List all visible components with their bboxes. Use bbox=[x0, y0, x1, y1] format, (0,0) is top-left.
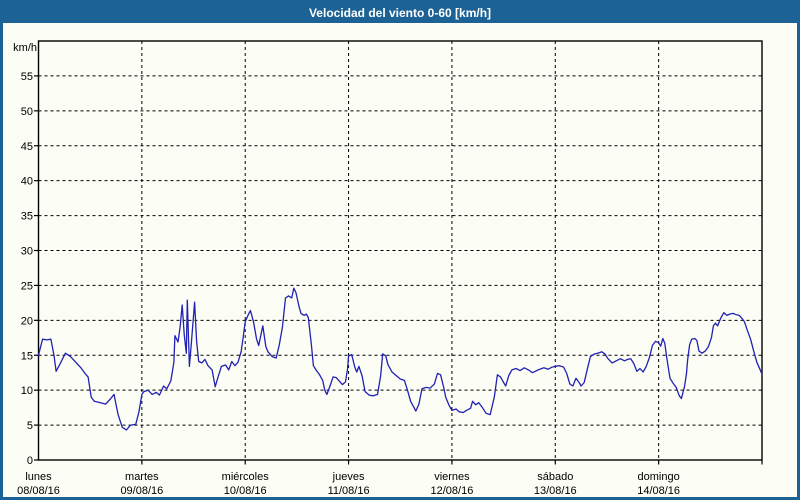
wind-speed-plot: 0 5 10 15 20 25 30 35 40 45 50 55 km/h lunes 08/08/16 m… bbox=[13, 40, 763, 497]
chart-title-bar: Velocidad del viento 0-60 [km/h] bbox=[3, 3, 797, 23]
day-date-label: 14/08/16 bbox=[637, 485, 680, 497]
y-tick-label: 55 bbox=[21, 71, 33, 83]
day-date-label: 13/08/16 bbox=[534, 485, 577, 497]
day-name-label: martes bbox=[125, 471, 159, 483]
day-name-label: viernes bbox=[434, 471, 470, 483]
x-axis-labels: lunes 08/08/16 martes 09/08/16 miércoles 10/0… bbox=[17, 471, 680, 497]
chart-title: Velocidad del viento 0-60 [km/h] bbox=[308, 6, 492, 20]
y-tick-label: 45 bbox=[21, 141, 33, 153]
day-name-label: domingo bbox=[638, 471, 680, 483]
y-tick-label: 25 bbox=[21, 280, 33, 292]
y-tick-label: 10 bbox=[21, 385, 33, 397]
y-tick-label: 0 bbox=[27, 455, 33, 467]
y-tick-label: 5 bbox=[27, 420, 33, 432]
day-name-label: miércoles bbox=[222, 471, 270, 483]
day-date-label: 12/08/16 bbox=[431, 485, 474, 497]
day-name-label: sábado bbox=[537, 471, 573, 483]
y-axis-unit-label: km/h bbox=[13, 42, 37, 54]
wind-speed-line bbox=[37, 287, 763, 431]
day-date-label: 11/08/16 bbox=[328, 485, 370, 497]
y-tick-label: 30 bbox=[21, 246, 33, 258]
y-tick-label: 20 bbox=[21, 315, 33, 327]
day-name-label: jueves bbox=[332, 471, 365, 483]
y-tick-label: 40 bbox=[21, 176, 33, 188]
day-date-label: 10/08/16 bbox=[224, 485, 267, 497]
grid-lines bbox=[38, 41, 762, 460]
y-tick-label: 15 bbox=[21, 350, 33, 362]
day-date-label: 08/08/16 bbox=[17, 485, 60, 497]
day-name-label: lunes bbox=[25, 471, 52, 483]
y-tick-label: 35 bbox=[21, 211, 33, 223]
axis-ticks bbox=[34, 75, 763, 465]
y-axis-labels: 0 5 10 15 20 25 30 35 40 45 50 55 km/h bbox=[13, 42, 37, 467]
day-date-label: 09/08/16 bbox=[120, 485, 163, 497]
y-tick-label: 50 bbox=[21, 106, 33, 118]
